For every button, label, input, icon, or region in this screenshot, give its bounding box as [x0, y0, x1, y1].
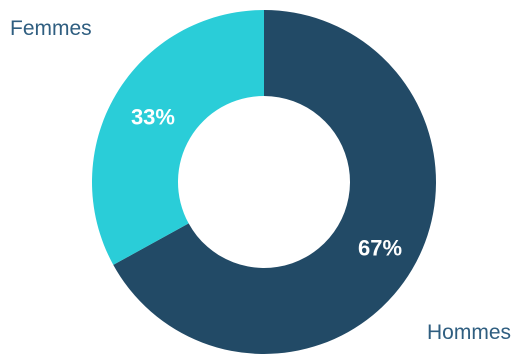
donut-slice-femmes — [91, 10, 264, 265]
category-label-femmes: Femmes — [10, 17, 92, 40]
data-label-hommes: 67% — [358, 236, 402, 261]
category-label-hommes: Hommes — [427, 321, 511, 344]
data-label-femmes: 33% — [131, 104, 175, 129]
donut-slices — [91, 10, 436, 354]
donut-slice-hommes — [113, 10, 436, 354]
